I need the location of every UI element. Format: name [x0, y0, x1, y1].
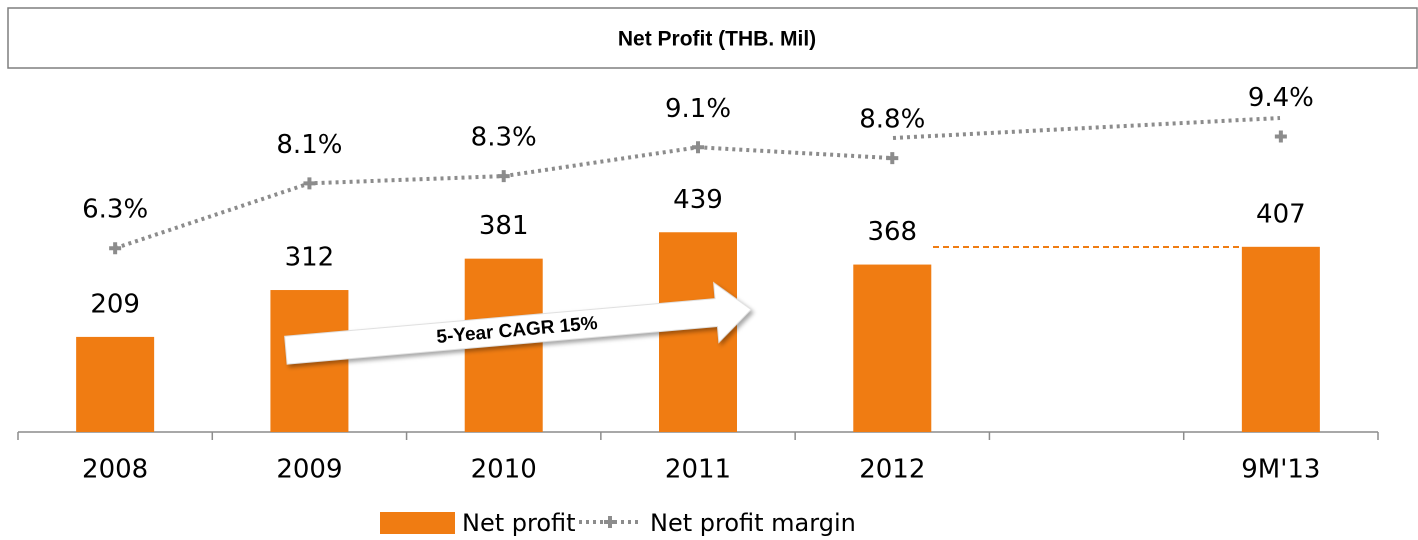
bar	[76, 336, 155, 432]
legend-label: Net profit margin	[650, 509, 856, 537]
x-tick-label: 9M'13	[1241, 455, 1320, 485]
data-label: 209	[90, 289, 140, 319]
marker	[1274, 130, 1287, 143]
data-label: 8.3%	[471, 123, 537, 153]
data-label: 312	[285, 243, 335, 273]
data-label: 9.4%	[1248, 83, 1314, 113]
legend-swatch	[380, 512, 455, 534]
bar	[853, 264, 932, 432]
x-tick-label: 2011	[665, 455, 731, 485]
marker	[303, 177, 316, 190]
marker	[692, 141, 704, 154]
x-tick-label: 2009	[276, 455, 342, 485]
data-label: 381	[479, 211, 529, 241]
x-tick-label: 2012	[859, 455, 925, 485]
data-label: 6.3%	[82, 195, 148, 225]
data-label: 368	[867, 217, 917, 247]
bar	[1241, 246, 1320, 432]
x-tick-label: 2010	[471, 455, 537, 485]
marker	[109, 242, 122, 255]
data-label: 8.1%	[276, 130, 342, 160]
data-label: 439	[673, 185, 723, 215]
data-label: 8.8%	[859, 105, 925, 135]
legend-label: Net profit	[462, 509, 576, 537]
arrow	[284, 281, 752, 365]
data-label: 407	[1256, 199, 1306, 229]
marker	[886, 152, 899, 165]
data-label: 9.1%	[665, 94, 731, 124]
chart-title: Net Profit (THB. Mil)	[618, 28, 816, 51]
legend-marker	[604, 516, 616, 528]
title-box	[7, 7, 1418, 69]
connector	[892, 116, 1281, 140]
marker	[497, 170, 510, 183]
x-tick-label: 2008	[82, 455, 148, 485]
